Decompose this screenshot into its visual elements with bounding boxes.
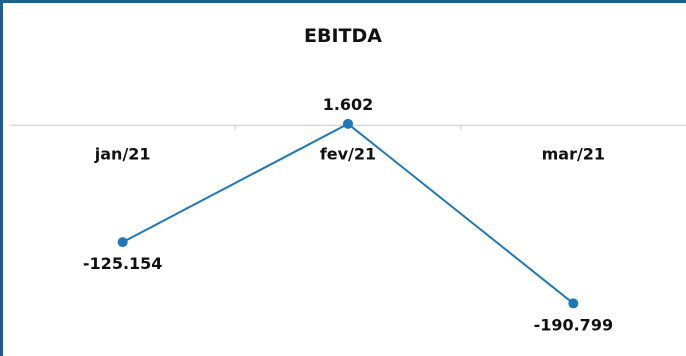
line-layer [117,118,579,309]
data-label: -190.799 [534,315,614,334]
label-layer: -125.154 1.602 -190.799 [83,95,613,335]
x-tick-label: fev/21 [320,144,376,163]
axis-layer: jan/21 fev/21 mar/21 [10,124,686,163]
data-label: 1.602 [323,95,374,114]
data-point [117,237,128,248]
data-point [568,298,579,309]
x-tick-label: mar/21 [542,144,605,163]
x-tick-label: jan/21 [94,144,151,163]
data-point [343,118,353,129]
data-label: -125.154 [83,254,163,273]
chart-title: EBITDA [304,25,382,47]
